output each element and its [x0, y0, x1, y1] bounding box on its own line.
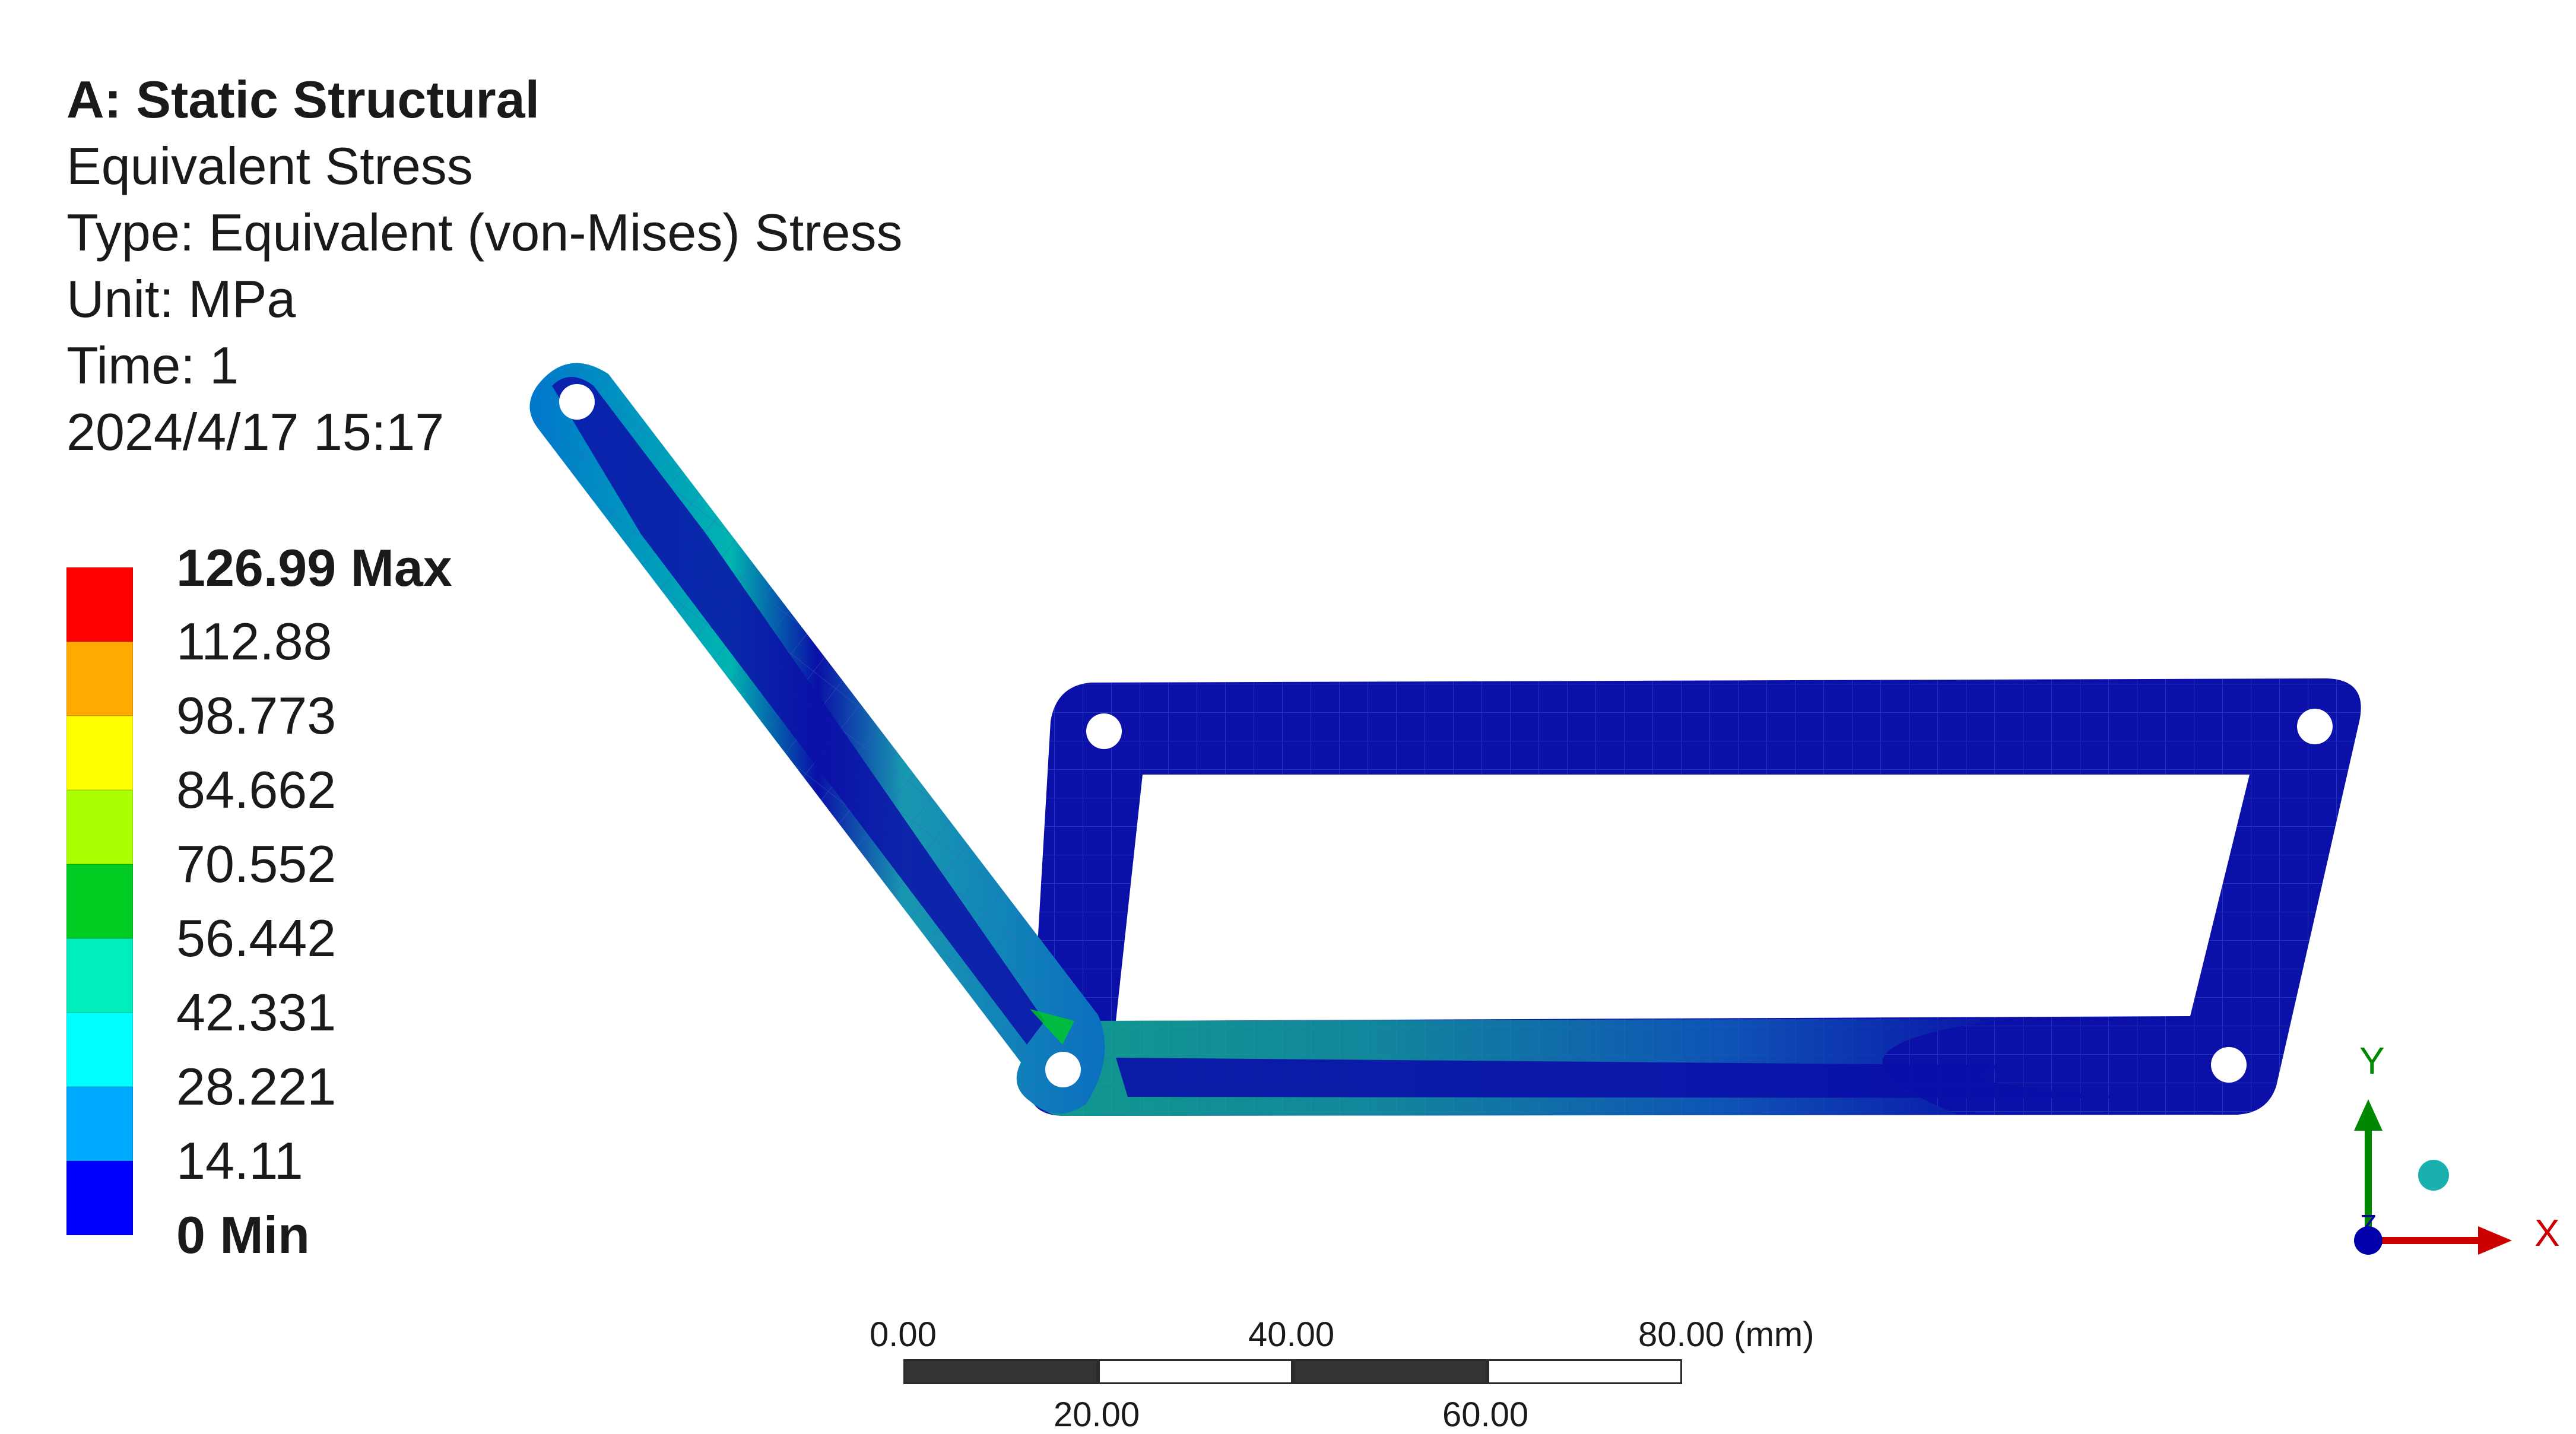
view-sphere-icon[interactable] [2418, 1160, 2449, 1191]
legend-label: 84.662 [176, 760, 337, 819]
legend-label: 98.773 [176, 686, 337, 745]
legend-label: 112.88 [176, 612, 332, 671]
result-header: A: Static Structural Equivalent Stress T… [66, 66, 903, 465]
z-axis-label: Z [2360, 1209, 2377, 1240]
legend-label: 42.331 [176, 983, 337, 1042]
frame-bottom-core [1116, 1058, 2137, 1098]
result-time: Time: 1 [66, 336, 239, 395]
legend-swatch-9 [66, 1161, 133, 1235]
legend-swatch-7 [66, 1013, 133, 1087]
legend-label: 56.442 [176, 909, 337, 967]
pin-hole [1045, 1052, 1081, 1087]
legend-swatch-5 [66, 864, 133, 938]
coordinate-triad[interactable] [2354, 1099, 2512, 1255]
pin-hole [2297, 709, 2333, 744]
arm-joint-hotspot [1030, 1009, 1074, 1045]
x-axis-label: X [2534, 1211, 2560, 1254]
analysis-title: A: Static Structural [66, 70, 540, 129]
legend-swatch-3 [66, 716, 133, 790]
y-axis-arrowhead [2354, 1099, 2383, 1131]
arm-core [552, 377, 1045, 1045]
legend-label: 14.11 [176, 1131, 303, 1190]
legend-swatch-8 [66, 1087, 133, 1161]
result-name: Equivalent Stress [66, 137, 473, 195]
legend-label: 28.221 [176, 1057, 337, 1116]
legend-swatch-6 [66, 938, 133, 1013]
x-axis-arrowhead [2478, 1226, 2512, 1255]
legend-label-max: 126.99 Max [176, 538, 452, 597]
legend-label-min: 0 Min [176, 1205, 310, 1264]
result-timestamp: 2024/4/17 15:17 [66, 402, 445, 461]
pin-hole [559, 384, 595, 420]
result-type: Type: Equivalent (von-Mises) Stress [66, 203, 903, 262]
pin-hole [1086, 713, 1122, 749]
legend-label: 70.552 [176, 835, 337, 893]
result-unit: Unit: MPa [66, 269, 296, 328]
pin-hole [2211, 1047, 2247, 1083]
legend-swatch-2 [66, 642, 133, 716]
legend-swatch-4 [66, 790, 133, 864]
y-axis-label: Y [2359, 1039, 2385, 1082]
z-axis-origin [2354, 1226, 2383, 1255]
arm-part[interactable] [529, 363, 1105, 1114]
legend-swatch-1 [66, 567, 133, 642]
frame-part[interactable] [1029, 678, 2361, 1116]
